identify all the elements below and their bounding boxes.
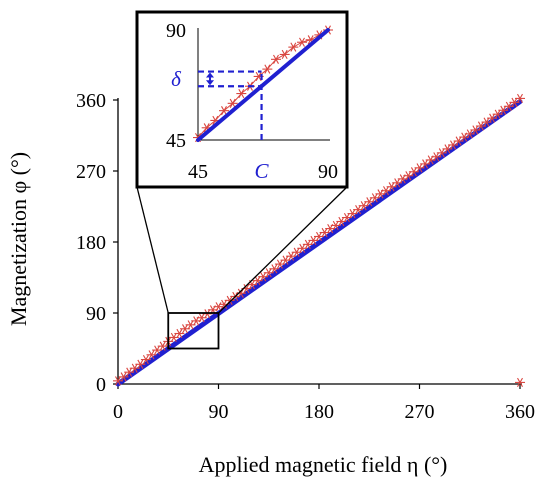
inset-data-point (297, 37, 307, 47)
data-point (157, 341, 168, 351)
inset-data-point (279, 49, 290, 60)
inset-y-tick-label: 45 (166, 130, 186, 152)
inset-y-tick-label: 90 (166, 20, 186, 42)
y-tick-label: 360 (76, 90, 106, 112)
inset-blue-line (196, 28, 330, 142)
data-point (235, 288, 246, 298)
data-point (118, 372, 129, 382)
y-axis-label: Magnetization φ (°) (6, 152, 31, 326)
data-point (146, 350, 157, 360)
data-point (140, 354, 151, 365)
inset-data-point (219, 106, 229, 116)
inset-data-point (271, 54, 281, 64)
inset-frame (135, 10, 349, 189)
x-tick-label: 270 (405, 401, 435, 423)
c-label: C (255, 159, 270, 183)
x-axis-label: Applied magnetic field η (°) (199, 452, 448, 477)
inset-data-point (227, 98, 238, 108)
data-point (174, 328, 185, 339)
zoom-box (167, 312, 220, 350)
inset-data-point (236, 88, 247, 99)
main-axes: 0 90 180 270 360 0 90 180 270 360 (76, 90, 535, 423)
connector-line (218, 186, 348, 314)
inset-x-tick-label: 90 (318, 161, 338, 183)
delta-arrowhead-up (206, 72, 214, 78)
inset-x-tick-label: 45 (188, 161, 208, 183)
outlier-point (515, 377, 525, 388)
x-tick-label: 180 (304, 401, 334, 423)
inset-data-point (262, 64, 273, 74)
y-tick-label: 90 (86, 303, 106, 325)
data-point (135, 359, 146, 369)
delta-label: δ (171, 67, 182, 91)
data-point (515, 93, 525, 104)
fit-line (115, 99, 523, 387)
y-tick-label: 270 (76, 161, 106, 183)
data-point (269, 264, 280, 274)
delta-arrowhead-down (206, 80, 214, 86)
x-tick-label: 0 (113, 401, 123, 423)
main-series (113, 93, 525, 388)
inset-red-line (197, 29, 329, 138)
inset-data-point (288, 42, 299, 52)
inset-chart: 45 90 45 90 Cδ (135, 10, 349, 189)
x-tick-label: 360 (505, 401, 535, 423)
zoom-indicator (136, 186, 348, 350)
x-tick-label: 90 (209, 401, 229, 423)
y-tick-label: 0 (96, 374, 106, 396)
connector-line (136, 186, 169, 314)
y-tick-label: 180 (76, 232, 106, 254)
